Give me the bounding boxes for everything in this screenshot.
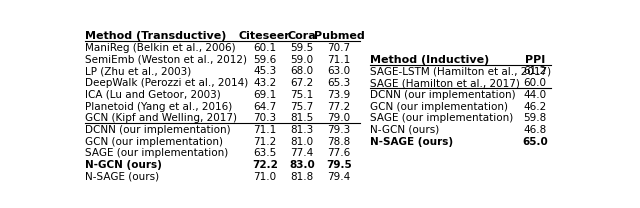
Text: N-GCN (ours): N-GCN (ours) [85,160,162,170]
Text: 75.7: 75.7 [291,102,314,111]
Text: DeepWalk (Perozzi et al., 2014): DeepWalk (Perozzi et al., 2014) [85,78,248,88]
Text: 63.5: 63.5 [253,148,276,158]
Text: 60.1: 60.1 [253,43,276,53]
Text: 70.7: 70.7 [328,43,351,53]
Text: 59.0: 59.0 [291,55,314,65]
Text: 69.1: 69.1 [253,90,276,100]
Text: DCNN (our implementation): DCNN (our implementation) [85,125,230,135]
Text: 77.2: 77.2 [328,102,351,111]
Text: 81.8: 81.8 [291,172,314,182]
Text: PPI: PPI [525,55,545,65]
Text: SAGE (our implementation): SAGE (our implementation) [85,148,228,158]
Text: 81.3: 81.3 [291,125,314,135]
Text: 59.5: 59.5 [291,43,314,53]
Text: 81.0: 81.0 [291,137,314,147]
Text: SemiEmb (Weston et al., 2012): SemiEmb (Weston et al., 2012) [85,55,247,65]
Text: DCNN (our implementation): DCNN (our implementation) [370,90,516,100]
Text: N-GCN (ours): N-GCN (ours) [370,125,440,135]
Text: Method (Inductive): Method (Inductive) [370,55,490,65]
Text: 75.1: 75.1 [291,90,314,100]
Text: 72.2: 72.2 [252,160,278,170]
Text: 65.3: 65.3 [328,78,351,88]
Text: 73.9: 73.9 [328,90,351,100]
Text: N-SAGE (ours): N-SAGE (ours) [370,137,453,147]
Text: SAGE-LSTM (Hamilton et al., 2017): SAGE-LSTM (Hamilton et al., 2017) [370,66,551,77]
Text: 45.3: 45.3 [253,66,276,77]
Text: 63.0: 63.0 [328,66,351,77]
Text: 43.2: 43.2 [253,78,276,88]
Text: 79.5: 79.5 [326,160,352,170]
Text: GCN (our implementation): GCN (our implementation) [85,137,223,147]
Text: 71.0: 71.0 [253,172,276,182]
Text: 77.6: 77.6 [328,148,351,158]
Text: 83.0: 83.0 [289,160,315,170]
Text: 46.2: 46.2 [524,102,547,111]
Text: SAGE (our implementation): SAGE (our implementation) [370,113,513,123]
Text: LP (Zhu et al., 2003): LP (Zhu et al., 2003) [85,66,191,77]
Text: Method (Transductive): Method (Transductive) [85,31,227,41]
Text: 60.0: 60.0 [524,78,547,88]
Text: 79.4: 79.4 [328,172,351,182]
Text: Citeseer: Citeseer [239,31,291,41]
Text: 68.0: 68.0 [291,66,314,77]
Text: 59.6: 59.6 [253,55,276,65]
Text: 79.3: 79.3 [328,125,351,135]
Text: 44.0: 44.0 [524,90,547,100]
Text: 71.1: 71.1 [328,55,351,65]
Text: 59.8: 59.8 [524,113,547,123]
Text: 61.2: 61.2 [524,66,547,77]
Text: ICA (Lu and Getoor, 2003): ICA (Lu and Getoor, 2003) [85,90,221,100]
Text: 79.0: 79.0 [328,113,351,123]
Text: GCN (Kipf and Welling, 2017): GCN (Kipf and Welling, 2017) [85,113,237,123]
Text: 71.2: 71.2 [253,137,276,147]
Text: SAGE (Hamilton et al., 2017): SAGE (Hamilton et al., 2017) [370,78,520,88]
Text: 67.2: 67.2 [291,78,314,88]
Text: 70.3: 70.3 [253,113,276,123]
Text: 64.7: 64.7 [253,102,276,111]
Text: 81.5: 81.5 [291,113,314,123]
Text: Planetoid (Yang et al., 2016): Planetoid (Yang et al., 2016) [85,102,232,111]
Text: N-SAGE (ours): N-SAGE (ours) [85,172,159,182]
Text: Cora: Cora [287,31,316,41]
Text: 46.8: 46.8 [524,125,547,135]
Text: 65.0: 65.0 [522,137,548,147]
Text: 71.1: 71.1 [253,125,276,135]
Text: 78.8: 78.8 [328,137,351,147]
Text: GCN (our implementation): GCN (our implementation) [370,102,508,111]
Text: ManiReg (Belkin et al., 2006): ManiReg (Belkin et al., 2006) [85,43,236,53]
Text: Pubmed: Pubmed [314,31,365,41]
Text: 77.4: 77.4 [291,148,314,158]
